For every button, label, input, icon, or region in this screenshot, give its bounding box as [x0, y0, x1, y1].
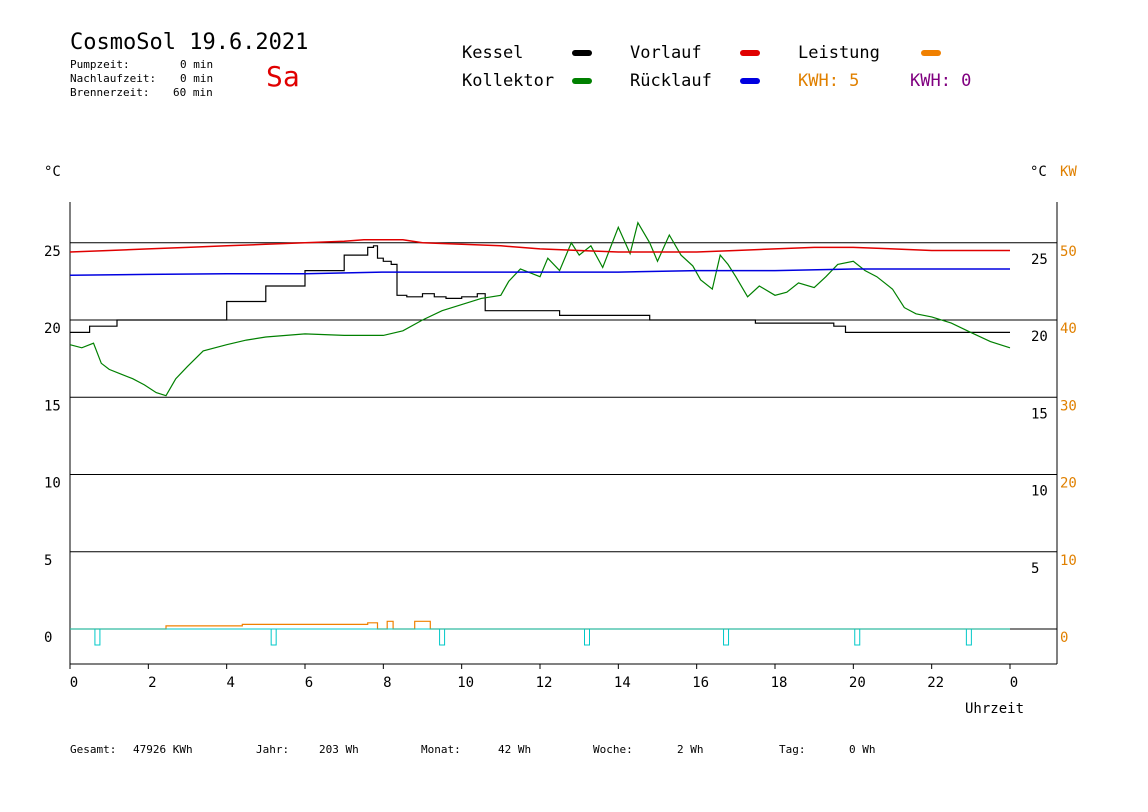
stat-brennerzeit-label: Brennerzeit: [70, 86, 150, 99]
legend-ruecklauf-label: Rücklauf [630, 71, 712, 91]
y-tick-label-left: 15 [44, 398, 61, 414]
left-axis-unit: °C [44, 164, 61, 180]
y-tick-label-right: 5 [1031, 561, 1039, 577]
y2-tick-label: 40 [1060, 321, 1077, 337]
pump-event-marker [584, 628, 590, 646]
pump-event-marker [854, 628, 861, 646]
legend-leistung-swatch [921, 50, 941, 56]
pump-event-marker [94, 628, 101, 646]
right-axis-unit: °C [1030, 164, 1047, 180]
y2-tick-label: 0 [1060, 630, 1068, 646]
pump-event-marker [723, 628, 730, 646]
footer-woche-value: 2 Wh [677, 743, 704, 756]
footer-jahr-label: Jahr: [256, 743, 290, 756]
series-line-kessel [70, 245, 1010, 333]
footer-jahr-value: 203 Wh [319, 743, 359, 756]
footer-monat-label: Monat: [421, 743, 461, 756]
y-tick-label-right: 10 [1031, 484, 1048, 500]
legend-vorlauf-label: Vorlauf [630, 43, 702, 63]
x-tick-label: 10 [457, 675, 474, 691]
weekday-label: Sa [266, 60, 300, 93]
x-tick-label: 0 [70, 675, 78, 691]
stat-pumpzeit-label: Pumpzeit: [70, 58, 130, 71]
right-axis-unit-kw: KW [1060, 164, 1077, 180]
x-tick-label: 4 [226, 675, 234, 691]
footer-monat-value: 42 Wh [498, 743, 532, 756]
stat-pumpzeit-value: 0 min [180, 58, 214, 71]
y-tick-label-left: 10 [44, 476, 61, 492]
x-tick-label: 18 [771, 675, 788, 691]
series-line-kollektor [69, 221, 1011, 397]
legend-kwh-burner: KWH: 0 [910, 71, 972, 91]
y-tick-label-left: 0 [44, 630, 52, 646]
x-tick-label: 12 [536, 675, 553, 691]
footer-woche-label: Woche: [593, 743, 633, 756]
x-tick-label: 20 [849, 675, 866, 691]
legend-kessel-swatch [572, 50, 592, 56]
x-axis-label: Uhrzeit [965, 701, 1025, 717]
y2-tick-label: 30 [1060, 398, 1077, 414]
series-line-ruecklauf [69, 268, 1010, 276]
pump-event-marker [439, 628, 446, 646]
legend-kollektor-swatch [572, 78, 592, 84]
footer-gesamt-label: Gesamt: [70, 743, 117, 756]
stat-nachlaufzeit-value: 0 min [180, 72, 214, 85]
x-tick-label: 14 [614, 675, 631, 691]
y-tick-label-left: 5 [44, 553, 52, 569]
pump-event-marker [270, 628, 277, 646]
legend-kollektor-label: Kollektor [462, 71, 555, 91]
x-tick-label: 22 [927, 675, 944, 691]
y-tick-label-left: 20 [44, 321, 61, 337]
y2-tick-label: 20 [1060, 476, 1077, 492]
legend-vorlauf-swatch [740, 50, 760, 56]
stat-brennerzeit-value: 60 min [173, 86, 213, 99]
footer-gesamt-value: 47926 KWh [133, 743, 193, 756]
y-tick-label-left: 25 [44, 244, 61, 260]
y-tick-label-right: 15 [1031, 406, 1048, 422]
legend-kwh-solar: KWH: 5 [798, 71, 860, 91]
y2-tick-label: 10 [1060, 553, 1077, 569]
x-tick-label: 8 [383, 675, 391, 691]
series-line-vorlauf [69, 238, 1010, 253]
legend-kessel-label: Kessel [462, 43, 524, 63]
stat-nachlaufzeit-label: Nachlaufzeit: [70, 72, 157, 85]
x-tick-label: 16 [692, 675, 709, 691]
y2-tick-label: 50 [1060, 244, 1077, 260]
chart-title: CosmoSol 19.6.2021 [70, 30, 309, 55]
footer-tag-label: Tag: [779, 743, 806, 756]
series-line-leistung [70, 620, 1010, 630]
pump-event-marker [965, 628, 972, 646]
x-tick-label: 6 [305, 675, 313, 691]
legend-leistung-label: Leistung [798, 43, 880, 63]
y-tick-label-right: 25 [1031, 252, 1048, 268]
x-tick-label: 2 [148, 675, 156, 691]
legend-ruecklauf-swatch [740, 78, 760, 84]
x-tick-label: 0 [1010, 675, 1018, 691]
y-tick-label-right: 20 [1031, 329, 1048, 345]
footer-tag-value: 0 Wh [849, 743, 876, 756]
